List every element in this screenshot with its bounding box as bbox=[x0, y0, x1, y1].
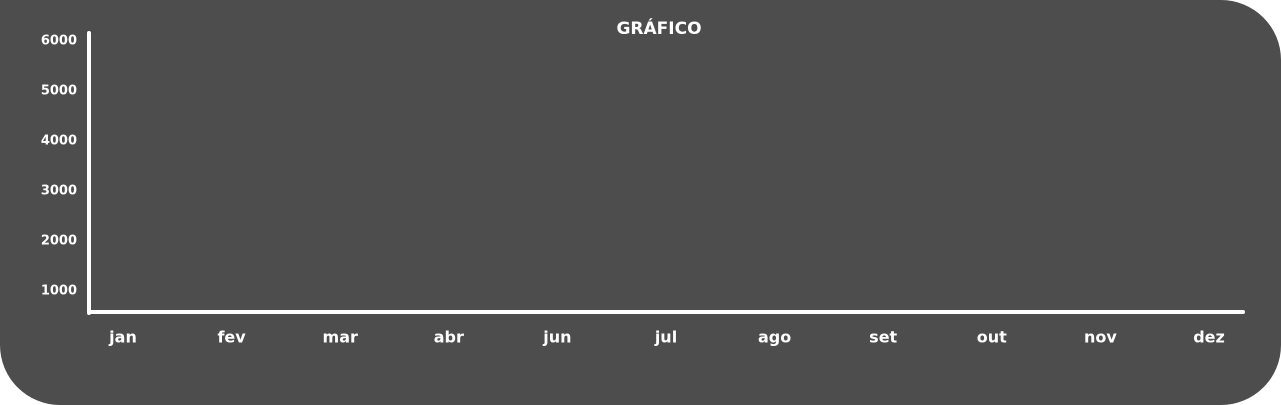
y-axis-label: 6000 bbox=[41, 34, 77, 49]
x-axis-label: nov bbox=[1084, 328, 1117, 347]
x-axis-label: out bbox=[977, 328, 1007, 347]
x-axis-label: mar bbox=[323, 328, 358, 347]
x-axis-label: jul bbox=[654, 328, 677, 347]
y-axis-label: 5000 bbox=[41, 84, 77, 99]
x-axis-label: ago bbox=[758, 328, 791, 347]
y-axis-label: 2000 bbox=[41, 234, 77, 249]
x-axis-label: jun bbox=[542, 328, 571, 347]
x-axis-label: abr bbox=[434, 328, 464, 347]
y-axis-label: 4000 bbox=[41, 134, 77, 149]
y-axis-label: 1000 bbox=[41, 284, 77, 299]
x-axis-label: set bbox=[869, 328, 897, 347]
x-axis-label: jan bbox=[108, 328, 137, 347]
chart-title: GRÁFICO bbox=[616, 17, 701, 39]
x-axis-label: dez bbox=[1193, 328, 1225, 347]
x-axis-label: fev bbox=[217, 328, 246, 347]
y-axis-label: 3000 bbox=[41, 184, 77, 199]
